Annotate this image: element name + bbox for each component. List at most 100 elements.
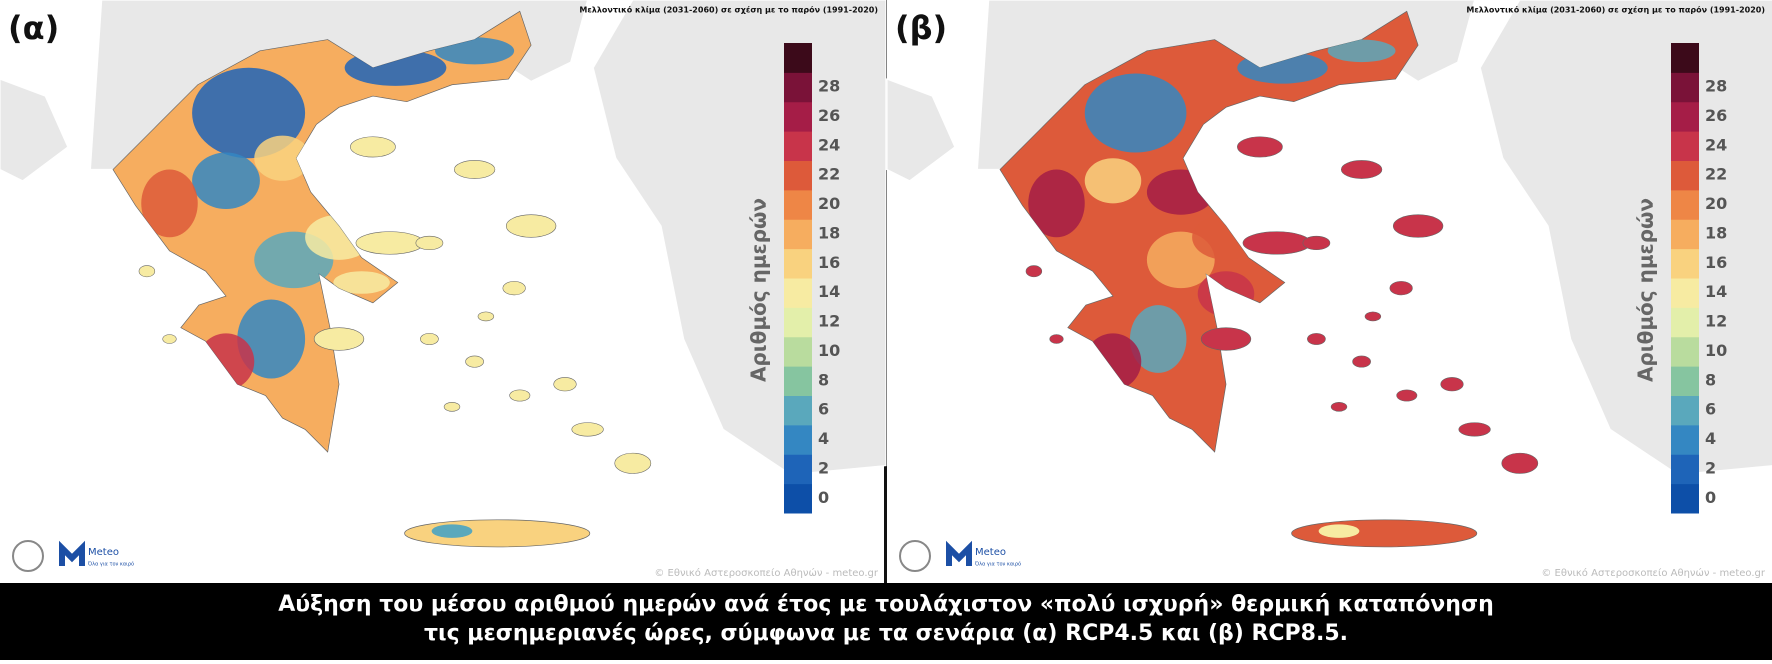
heat-areas: [1028, 39, 1396, 390]
colorbar-bin: [1671, 395, 1699, 426]
crete: [404, 519, 591, 548]
panel-label: (α): [8, 9, 59, 47]
meteo-logo: [946, 540, 972, 566]
colorbar-tick-label: 6: [818, 400, 829, 419]
heat-area: [254, 135, 311, 181]
colorbar-bin: [1671, 454, 1699, 485]
colorbar-tick-label: 8: [1705, 370, 1716, 389]
heat-area: [1084, 73, 1187, 153]
colorbar-tick-label: 0: [1705, 488, 1716, 507]
observatory-logo: [899, 540, 931, 572]
colorbar-bin: [1671, 43, 1699, 73]
island: [1501, 452, 1539, 474]
colorbar-tick-label: 8: [818, 370, 829, 389]
colorbar-bin: [784, 131, 812, 161]
map: [886, 0, 1772, 548]
crete: [1291, 519, 1478, 548]
island: [162, 334, 177, 344]
island: [1396, 389, 1418, 402]
colorbar-tick-label: 10: [818, 341, 840, 360]
colorbar-bin: [1671, 278, 1699, 308]
map: [0, 0, 887, 548]
heat-areas: [141, 37, 515, 390]
colorbar-bin: [784, 43, 812, 73]
colorbar-bin: [784, 72, 812, 103]
island: [553, 377, 577, 392]
island: [502, 281, 526, 296]
island: [1389, 281, 1413, 296]
colorbar-tick-label: 14: [1705, 282, 1727, 301]
island: [355, 231, 425, 255]
colorbar-bin: [1671, 189, 1699, 220]
colorbar-tick-label: 18: [1705, 223, 1727, 242]
colorbar-tick-label: 22: [1705, 165, 1727, 184]
panel-subtitle: Μελλοντικό κλίμα (2031-2060) σε σχέση με…: [1466, 5, 1765, 15]
colorbar-title: Αριθμός ημερών: [1634, 198, 1658, 382]
colorbar-bin: [1671, 101, 1699, 132]
colorbar-bin: [784, 248, 812, 279]
island: [1364, 311, 1382, 322]
map-panel: (β) Μελλοντικό κλίμα (2031-2060) σε σχέση…: [886, 0, 1772, 583]
island: [1242, 231, 1312, 255]
heat-area: [237, 299, 306, 379]
logo-slogan: Όλα για τον καιρό: [87, 561, 134, 568]
colorbar-tick-label: 22: [818, 165, 840, 184]
island: [443, 401, 461, 412]
caption-line: Αύξηση του μέσου αριθμού ημερών ανά έτος…: [278, 592, 1494, 617]
heat-area: [1129, 305, 1187, 373]
island: [1200, 327, 1252, 351]
island: [138, 265, 156, 278]
colorbar-tick-label: 20: [1705, 194, 1727, 213]
credit: © Εθνικό Αστεροσκοπείο Αθηνών - meteo.gr: [654, 567, 879, 579]
map-panel: (α) Μελλοντικό κλίμα (2031-2060) σε σχέση…: [0, 0, 887, 583]
island: [1307, 333, 1326, 345]
island: [505, 214, 557, 238]
colorbar-tick-label: 16: [818, 253, 840, 272]
island: [1440, 377, 1464, 392]
island: [614, 452, 652, 474]
observatory-logo: [12, 540, 44, 572]
logo-name: Meteo: [975, 547, 1006, 558]
crete-core: [431, 524, 473, 538]
colorbar-tick-label: 24: [1705, 135, 1727, 154]
island: [509, 389, 531, 402]
colorbar-bin: [1671, 336, 1699, 367]
heat-area: [192, 152, 260, 210]
credit: © Εθνικό Αστεροσκοπείο Αθηνών - meteo.gr: [1541, 567, 1766, 579]
heat-area: [141, 169, 198, 238]
heat-area: [1327, 39, 1396, 63]
island: [1458, 422, 1491, 437]
logo-name: Meteo: [88, 547, 119, 558]
colorbar-tick-label: 4: [818, 429, 829, 448]
island: [313, 327, 365, 351]
colorbar-bin: [1671, 483, 1699, 514]
colorbar-tick-label: 18: [818, 223, 840, 242]
neighbor-land: [592, 0, 887, 476]
colorbar-tick-label: 28: [818, 77, 840, 96]
colorbar-tick-label: 26: [1705, 106, 1727, 125]
colorbar-bin: [1671, 160, 1699, 191]
island: [1352, 355, 1371, 368]
logo-slogan: Όλα για τον καιρό: [974, 561, 1021, 568]
heat-area: [192, 67, 306, 159]
colorbar-bin: [784, 307, 812, 338]
heat-area: [1084, 158, 1142, 204]
island: [1237, 136, 1283, 158]
colorbar-bin: [784, 366, 812, 396]
island: [1302, 235, 1331, 251]
colorbar-tick-label: 10: [1705, 341, 1727, 360]
colorbar-tick-label: 14: [818, 282, 840, 301]
colorbar-bin: [1671, 366, 1699, 396]
colorbar-bin: [1671, 248, 1699, 279]
colorbar-bin: [784, 219, 812, 250]
panel-subtitle: Μελλοντικό κλίμα (2031-2060) σε σχέση με…: [579, 5, 878, 15]
colorbar-bin: [784, 483, 812, 514]
colorbar-bin: [1671, 131, 1699, 161]
crete-core: [1318, 524, 1360, 538]
island: [1340, 160, 1383, 179]
heat-area: [333, 271, 390, 294]
colorbar-bin: [784, 189, 812, 220]
colorbar-bin: [784, 160, 812, 191]
caption-line: τις μεσημεριανές ώρες, σύμφωνα με τα σεν…: [424, 621, 1348, 646]
